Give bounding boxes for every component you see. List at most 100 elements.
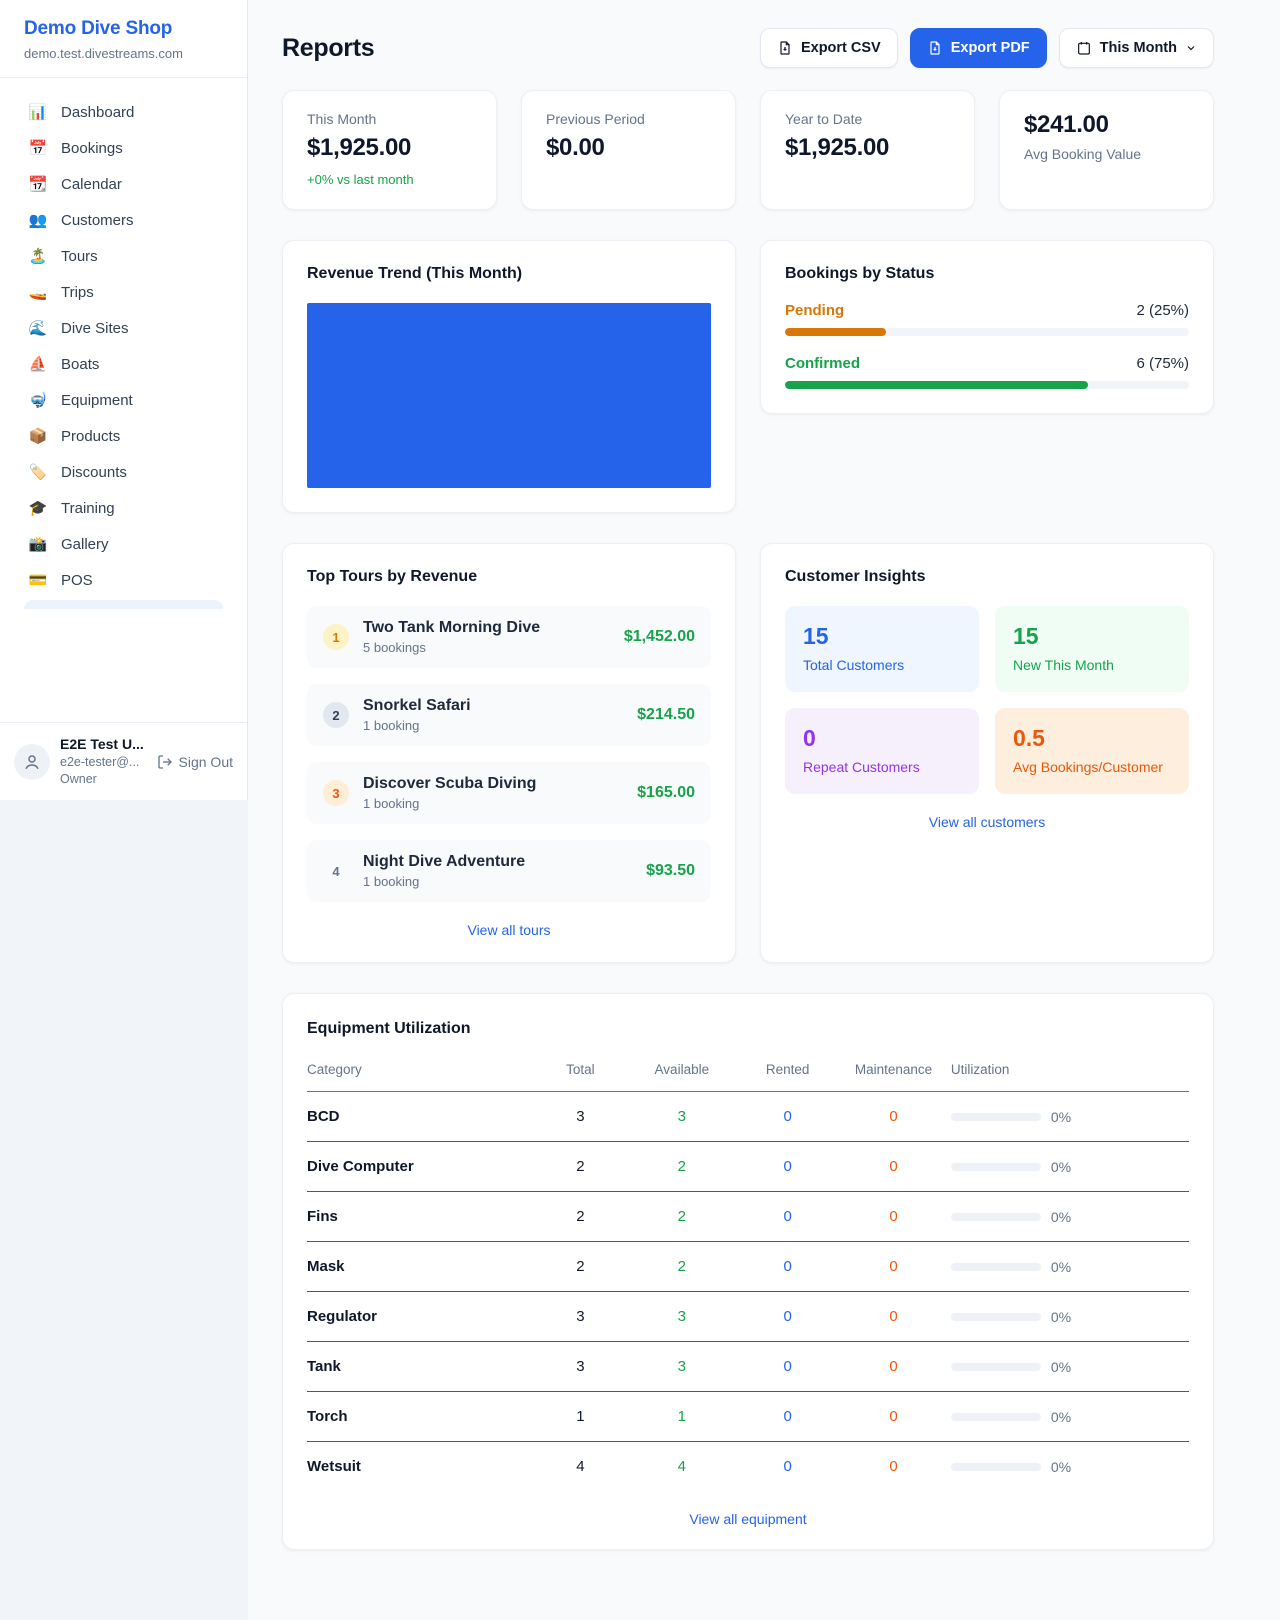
equipment-table: Category Total Available Rented Maintena…	[307, 1050, 1189, 1491]
cell-available: 3	[624, 1341, 740, 1392]
table-row: Wetsuit 4 4 0 0 0%	[307, 1442, 1189, 1492]
header-actions: Export CSV Export PDF This Month	[759, 28, 1214, 68]
stats-row: This Month $1,925.00 +0% vs last month P…	[282, 90, 1214, 210]
cell-utilization: 0%	[950, 1391, 1189, 1442]
sidebar-item-label: Dashboard	[61, 103, 135, 121]
stat-label: Avg Booking Value	[1024, 146, 1142, 162]
file-download-icon	[930, 41, 940, 55]
sidebar-item-equipment[interactable]: 🤿 Equipment	[12, 382, 235, 418]
person-icon	[25, 754, 39, 769]
stat-value: $1,925.00	[785, 134, 890, 161]
table-header-row: Category Total Available Rented Maintena…	[307, 1050, 1189, 1092]
cell-available: 2	[624, 1191, 740, 1242]
view-all-equipment-link[interactable]: View all equipment	[689, 1511, 807, 1527]
utilization-bar	[950, 1362, 1041, 1371]
tour-bookings: 1 booking	[363, 796, 420, 811]
sidebar-item-label: Trips	[61, 283, 94, 301]
sidebar-item-dive-sites[interactable]: 🌊 Dive Sites	[12, 310, 235, 346]
equipment-utilization-title: Equipment Utilization	[307, 1020, 471, 1037]
column-header: Available	[624, 1050, 740, 1092]
stat-label: This Month	[307, 111, 377, 127]
utilization-percent: 0%	[1050, 1458, 1072, 1475]
view-all-tours-link[interactable]: View all tours	[467, 922, 551, 938]
cell-rented: 0	[783, 1458, 792, 1475]
user-email: e2e-tester@...	[60, 755, 140, 770]
sidebar-item-boats[interactable]: ⛵ Boats	[12, 346, 235, 382]
calendar-icon: 📆	[28, 176, 48, 193]
sign-out-button[interactable]: Sign Out	[157, 754, 233, 770]
sidebar-item-calendar[interactable]: 📆 Calendar	[12, 166, 235, 202]
export-pdf-button[interactable]: Export PDF	[909, 28, 1047, 68]
sidebar-item-label: Customers	[61, 211, 134, 229]
cell-utilization: 0%	[950, 1191, 1189, 1242]
calendar-icon	[1077, 42, 1090, 55]
sidebar-item-training[interactable]: 🎓 Training	[12, 490, 235, 526]
brand-subdomain: demo.test.divestreams.com	[24, 46, 183, 61]
cell-maintenance: 0	[836, 1141, 951, 1192]
utilization-bar	[950, 1412, 1041, 1421]
cell-utilization: 0%	[950, 1241, 1189, 1292]
tour-row: 2 Snorkel Safari 1 booking $214.50	[307, 684, 711, 746]
cell-rented: 0	[739, 1241, 837, 1292]
tour-bookings: 1 booking	[363, 874, 420, 889]
cell-maintenance: 0	[836, 1291, 951, 1342]
sidebar-item-tours[interactable]: 🏝️ Tours	[12, 238, 235, 274]
sidebar-item-dashboard[interactable]: 📊 Dashboard	[12, 94, 235, 130]
cell-available: 4	[677, 1458, 686, 1475]
sidebar-item-gallery[interactable]: 📸 Gallery	[12, 526, 235, 562]
sidebar-nav: 📊 Dashboard 📅 Bookings 📆 Calendar 👥 Customer…	[0, 78, 247, 609]
tile-label: Repeat Customers	[803, 759, 920, 775]
sidebar-item-products[interactable]: 📦 Products	[12, 418, 235, 454]
cell-total: 3	[536, 1291, 625, 1342]
camera-icon: 📸	[28, 536, 48, 553]
graduation-cap-icon: 🎓	[28, 500, 48, 517]
cell-rented: 0	[739, 1191, 837, 1242]
tour-name: Night Dive Adventure	[363, 853, 526, 870]
sidebar-item-discounts[interactable]: 🏷️ Discounts	[12, 454, 235, 490]
utilization-bar	[950, 1162, 1041, 1171]
utilization-bar	[950, 1262, 1041, 1271]
rank-badge: 3	[323, 780, 349, 806]
diving-mask-icon: 🤿	[28, 392, 48, 409]
progress-track	[785, 328, 1189, 336]
tour-amount: $93.50	[646, 862, 695, 879]
sailboat-icon: ⛵	[28, 356, 48, 373]
sidebar-item-label: Training	[61, 499, 115, 517]
stat-label: Year to Date	[785, 111, 863, 127]
utilization-percent: 0%	[1050, 1108, 1072, 1125]
bar-chart-icon: 📊	[28, 104, 48, 121]
cell-rented: 0	[739, 1391, 837, 1442]
sidebar-item-reports-active-partial[interactable]	[24, 600, 223, 609]
sidebar-item-customers[interactable]: 👥 Customers	[12, 202, 235, 238]
export-csv-button[interactable]: Export CSV	[759, 28, 898, 68]
table-row: Tank 3 3 0 0 0%	[307, 1341, 1189, 1392]
rank-badge: 2	[323, 702, 349, 728]
sidebar-item-bookings[interactable]: 📅 Bookings	[12, 130, 235, 166]
period-select-button[interactable]: This Month	[1058, 28, 1214, 68]
table-row: Fins 2 2 0 0 0%	[307, 1191, 1189, 1242]
user-footer: E2E Test U... e2e-tester@... Owner Sign …	[0, 722, 247, 800]
customer-insights-title: Customer Insights	[785, 568, 926, 585]
stat-delta: +0% vs last month	[307, 172, 414, 187]
column-header: Rented	[739, 1050, 837, 1092]
sidebar-item-label: Equipment	[61, 391, 133, 409]
cell-available: 2	[624, 1241, 740, 1292]
progress-fill	[785, 328, 886, 336]
stat-value: $1,925.00	[307, 134, 412, 161]
cell-maintenance: 0	[889, 1458, 898, 1475]
user-name: E2E Test U...	[60, 736, 144, 753]
package-icon: 📦	[28, 428, 48, 445]
cell-category: Mask	[307, 1241, 537, 1292]
tile-value: 0	[803, 725, 816, 751]
cell-total: 3	[536, 1341, 625, 1392]
view-all-customers-link[interactable]: View all customers	[928, 814, 1046, 830]
cell-total: 1	[536, 1391, 625, 1442]
cell-available: 3	[624, 1091, 740, 1142]
utilization-bar	[950, 1112, 1041, 1121]
sidebar: Demo Dive Shop demo.test.divestreams.com…	[0, 0, 248, 800]
sidebar-item-trips[interactable]: 🚤 Trips	[12, 274, 235, 310]
cell-total: 3	[536, 1091, 625, 1142]
rank-badge: 1	[323, 624, 349, 650]
sidebar-item-pos[interactable]: 💳 POS	[12, 562, 235, 598]
tour-name: Two Tank Morning Dive	[363, 619, 541, 636]
